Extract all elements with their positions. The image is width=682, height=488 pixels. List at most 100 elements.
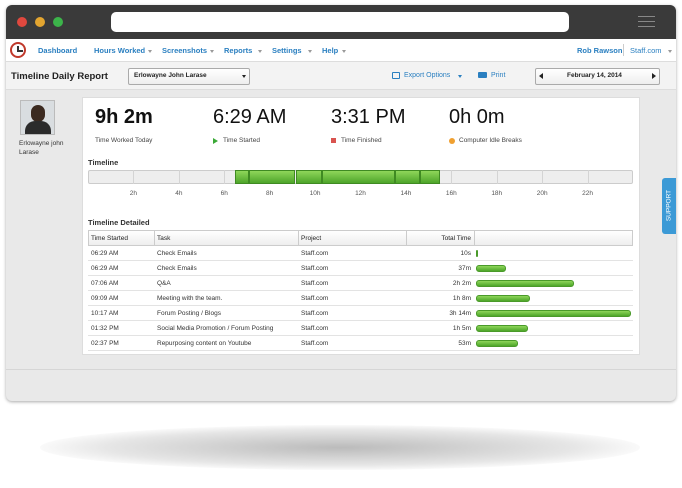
caret	[148, 50, 152, 53]
column-header[interactable]: Time Started	[91, 235, 128, 242]
caret	[210, 50, 214, 53]
timeline-tick-label: 16h	[445, 190, 457, 197]
cell: 37m	[458, 265, 471, 272]
employee-select[interactable]	[128, 68, 250, 85]
page-title: Timeline Daily Report	[11, 71, 108, 82]
site-link[interactable]: Staff.com	[630, 46, 662, 55]
caret	[458, 75, 462, 78]
timeline-tick-label: 8h	[266, 190, 274, 197]
support-label[interactable]: SUPPORT	[665, 189, 673, 222]
caret	[242, 75, 246, 78]
close-dot[interactable]	[17, 17, 27, 27]
timeline-tick	[133, 170, 135, 184]
nav-item[interactable]: Dashboard	[38, 46, 78, 55]
cell: Social Media Promotion / Forum Posting	[157, 325, 274, 332]
next-day[interactable]	[652, 73, 656, 79]
cell: 10s	[460, 250, 471, 257]
cell: Staff.com	[301, 265, 329, 272]
cell: 1h 5m	[452, 325, 471, 332]
logo[interactable]	[10, 42, 26, 58]
cell: 1h 8m	[452, 295, 471, 302]
cell: Staff.com	[301, 325, 329, 332]
timeline-segment	[249, 170, 296, 184]
nav-item[interactable]: Screenshots	[162, 46, 208, 55]
caret	[668, 50, 672, 53]
row-line	[88, 290, 633, 291]
cell: 09:09 AM	[91, 295, 119, 302]
column-header[interactable]: Project	[301, 235, 322, 242]
export-icon[interactable]	[392, 72, 400, 79]
table-header	[88, 230, 633, 246]
nav-bar	[6, 39, 676, 62]
cell: Staff.com	[301, 280, 329, 287]
divider	[623, 44, 624, 56]
print[interactable]: Print	[491, 72, 506, 79]
nav-item[interactable]: Settings	[272, 46, 302, 55]
nav-item[interactable]: Help	[322, 46, 339, 55]
timeline-tick	[587, 170, 589, 184]
stat-label: Time Started	[223, 137, 260, 144]
timeline-tick	[496, 170, 498, 184]
cell: 01:32 PM	[91, 325, 119, 332]
timeline-segment	[235, 170, 250, 184]
timeline-tick-label: 10h	[309, 190, 321, 197]
cell: 53m	[458, 340, 471, 347]
timeline-segment	[295, 170, 322, 184]
timeline-segment	[419, 170, 440, 184]
cell: Meeting with the team.	[157, 295, 223, 302]
cell: Staff.com	[301, 340, 329, 347]
menu-icon[interactable]	[638, 16, 655, 27]
duration-bar	[476, 340, 519, 347]
user-name[interactable]: Rob Rawson	[577, 46, 623, 55]
row-line	[88, 275, 633, 276]
min-dot[interactable]	[35, 17, 45, 27]
duration-bar	[476, 325, 528, 332]
cell: Q&A	[157, 280, 171, 287]
column-header[interactable]: Task	[157, 235, 171, 242]
date: February 14, 2014	[567, 72, 622, 79]
cell: 10:17 AM	[91, 310, 119, 317]
timeline-title: Timeline	[88, 158, 119, 167]
export-options[interactable]: Export Options	[404, 72, 451, 79]
timeline-tick	[542, 170, 544, 184]
column-header[interactable]: Total Time	[441, 235, 471, 242]
row-line	[88, 335, 633, 336]
shadow	[40, 425, 640, 470]
max-dot[interactable]	[53, 17, 63, 27]
timeline-tick-label: 12h	[355, 190, 366, 197]
timeline-tick-label: 22h	[582, 190, 593, 197]
avatar	[20, 100, 55, 135]
support-tab[interactable]: SUPPORT	[662, 178, 676, 234]
stat-label: Time Finished	[341, 137, 382, 144]
timeline-tick-label: 4h	[175, 190, 183, 197]
print-icon[interactable]	[478, 72, 487, 78]
col-divider	[474, 230, 475, 246]
cell: Staff.com	[301, 310, 329, 317]
stat-value: 6:29 AM	[213, 106, 287, 128]
profile-name: Erlowayne john Larase	[19, 140, 64, 156]
nav-item[interactable]: Hours Worked	[94, 46, 146, 55]
url-bar[interactable]	[111, 12, 569, 32]
content-panel: 9h 2m Time Worked Today 6:29 AM Time Starte…	[82, 97, 640, 355]
date-nav	[535, 68, 660, 85]
timeline-tick-label: 18h	[491, 190, 503, 197]
timeline-tick-label: 6h	[220, 190, 228, 197]
col-divider	[406, 230, 407, 246]
cell: Check Emails	[157, 250, 197, 257]
cell: 02:37 PM	[91, 340, 119, 347]
row-line	[88, 305, 633, 306]
duration-bar	[476, 265, 506, 272]
duration-bar	[476, 295, 531, 302]
nav-item[interactable]: Reports	[224, 46, 253, 55]
browser-window: 9h 2m Time Worked Today 6:29 AM Time Starte…	[6, 5, 676, 401]
prev-day[interactable]	[539, 73, 543, 79]
row-line	[88, 260, 633, 261]
caret	[308, 50, 312, 53]
cell: 06:29 AM	[91, 265, 119, 272]
footer-line	[6, 369, 676, 370]
col-divider	[154, 230, 155, 246]
cell: 3h 14m	[449, 310, 471, 317]
cell: 07:06 AM	[91, 280, 119, 287]
cell: Repurposing content on Youtube	[157, 340, 252, 347]
row-line	[88, 350, 633, 351]
